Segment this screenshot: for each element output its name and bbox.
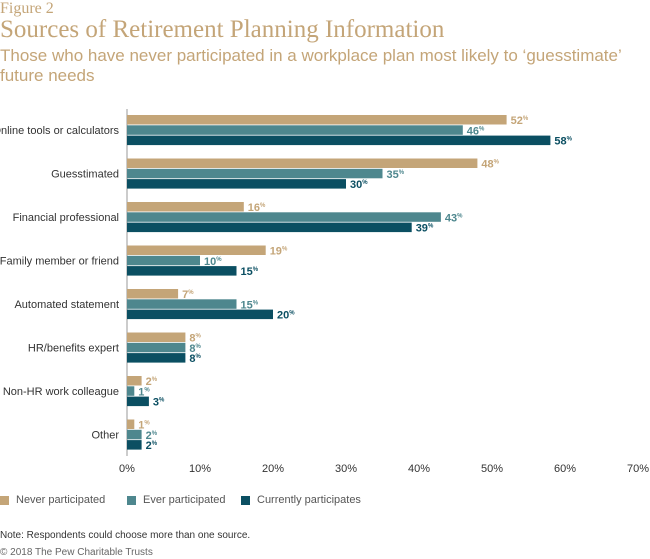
- data-label-automated-statement-currently-participates: 20%: [277, 310, 295, 322]
- data-label-family-member-or-friend-ever-participated: 10%: [204, 256, 222, 268]
- bar-non-hr-work-colleague-never-participated: [127, 376, 142, 386]
- bar-online-tools-or-calculators-ever-participated: [127, 125, 463, 135]
- data-label-guesstimated-ever-participated: 35%: [387, 169, 405, 181]
- bar-non-hr-work-colleague-currently-participates: [127, 396, 149, 407]
- bar-guesstimated-ever-participated: [127, 168, 383, 179]
- bar-family-member-or-friend-never-participated: [127, 245, 266, 255]
- data-label-online-tools-or-calculators-currently-participates: 58%: [554, 136, 572, 148]
- category-label-hr-benefits-expert: HR/benefits expert: [28, 343, 119, 355]
- x-tick-label: 0%: [119, 463, 135, 475]
- x-tick-label: 20%: [262, 463, 284, 475]
- data-label-financial-professional-never-participated: 16%: [248, 202, 266, 214]
- category-label-guesstimated: Guesstimated: [51, 169, 119, 181]
- bar-other-currently-participates: [127, 440, 142, 450]
- bar-family-member-or-friend-ever-participated: [127, 255, 200, 266]
- data-label-automated-statement-ever-participated: 15%: [241, 299, 259, 311]
- category-label-online-tools-or-calculators: Online tools or calculators: [0, 125, 119, 137]
- copyright: © 2018 The Pew Charitable Trusts: [0, 547, 153, 558]
- category-label-non-hr-work-colleague: Non-HR work colleague: [3, 386, 119, 398]
- data-label-non-hr-work-colleague-never-participated: 2%: [146, 376, 158, 388]
- bar-hr-benefits-expert-ever-participated: [127, 342, 186, 353]
- chart-title: Sources of Retirement Planning Informati…: [0, 16, 445, 43]
- x-tick-label: 60%: [554, 463, 576, 475]
- data-label-family-member-or-friend-never-participated: 19%: [270, 246, 288, 258]
- x-tick-label: 70%: [627, 463, 649, 475]
- data-label-automated-statement-never-participated: 7%: [182, 289, 194, 301]
- chart-subtitle: Those who have never participated in a w…: [0, 46, 622, 85]
- legend-swatch-never: [0, 496, 9, 505]
- bar-family-member-or-friend-currently-participates: [127, 266, 237, 276]
- bar-chart: Online tools or calculators 52% 46% 58% Gues…: [0, 109, 649, 475]
- data-label-non-hr-work-colleague-currently-participates: 3%: [153, 397, 165, 409]
- data-label-financial-professional-ever-participated: 43%: [445, 212, 463, 224]
- bar-hr-benefits-expert-never-participated: [127, 332, 186, 342]
- data-label-other-currently-participates: 2%: [146, 440, 158, 452]
- bar-other-never-participated: [127, 419, 135, 429]
- bar-financial-professional-currently-participates: [127, 222, 412, 233]
- category-label-other: Other: [91, 430, 119, 442]
- x-tick-label: 40%: [408, 463, 430, 475]
- bar-guesstimated-never-participated: [127, 158, 478, 168]
- data-label-hr-benefits-expert-currently-participates: 8%: [189, 353, 201, 365]
- category-label-automated-statement: Automated statement: [14, 299, 119, 311]
- figure-label: Figure 2: [0, 0, 54, 17]
- category-label-financial-professional: Financial professional: [13, 212, 119, 224]
- legend-label: Never participated: [16, 494, 106, 506]
- bar-financial-professional-ever-participated: [127, 212, 441, 222]
- legend-swatch-ever: [127, 496, 136, 505]
- data-label-guesstimated-never-participated: 48%: [481, 159, 499, 171]
- footnote: Note: Respondents could choose more than…: [0, 530, 251, 541]
- x-tick-label: 50%: [481, 463, 503, 475]
- x-tick-label: 30%: [335, 463, 357, 475]
- legend-swatch-current: [241, 496, 250, 505]
- bar-automated-statement-ever-participated: [127, 299, 237, 309]
- bar-other-ever-participated: [127, 429, 142, 440]
- bar-automated-statement-currently-participates: [127, 309, 273, 320]
- legend-label: Ever participated: [143, 494, 226, 506]
- data-label-online-tools-or-calculators-ever-participated: 46%: [467, 125, 485, 137]
- legend-label: Currently participates: [257, 494, 361, 506]
- bar-non-hr-work-colleague-ever-participated: [127, 386, 135, 396]
- x-tick-label: 10%: [189, 463, 211, 475]
- category-label-family-member-or-friend: Family member or friend: [0, 256, 119, 268]
- data-label-online-tools-or-calculators-never-participated: 52%: [511, 115, 529, 127]
- data-label-guesstimated-currently-participates: 30%: [350, 179, 368, 191]
- bar-automated-statement-never-participated: [127, 289, 179, 299]
- data-label-financial-professional-currently-participates: 39%: [416, 223, 434, 235]
- bar-hr-benefits-expert-currently-participates: [127, 353, 186, 363]
- data-label-family-member-or-friend-currently-participates: 15%: [241, 266, 259, 278]
- bar-online-tools-or-calculators-currently-participates: [127, 135, 551, 146]
- bar-guesstimated-currently-participates: [127, 179, 346, 189]
- bar-online-tools-or-calculators-never-participated: [127, 115, 507, 125]
- bar-financial-professional-never-participated: [127, 202, 244, 212]
- data-label-non-hr-work-colleague-ever-participated: 1%: [138, 386, 150, 398]
